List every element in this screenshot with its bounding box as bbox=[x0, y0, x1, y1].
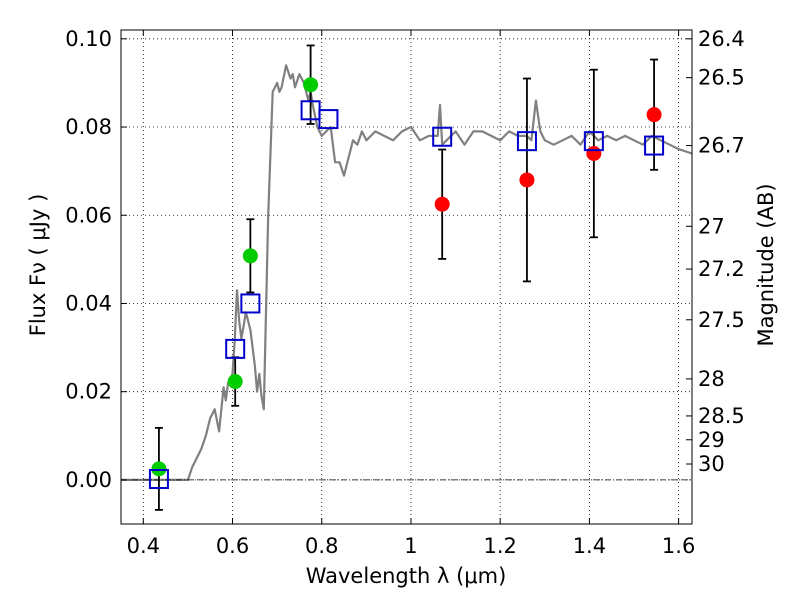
right-tick-label: 28 bbox=[698, 367, 725, 391]
right-tick-label: 29 bbox=[698, 428, 725, 452]
y-tick-label: 0.00 bbox=[65, 468, 112, 492]
model-flux-square bbox=[148, 469, 169, 490]
right-tick-label: 26.5 bbox=[698, 66, 745, 90]
observed-flux-point bbox=[151, 461, 167, 477]
y-tick-label: 0.04 bbox=[65, 291, 112, 315]
x-tick-label: 1.6 bbox=[662, 534, 695, 558]
model-flux-square bbox=[225, 338, 246, 359]
x-tick-label: 1 bbox=[404, 534, 417, 558]
x-axis-label: Wavelength λ (μm) bbox=[306, 564, 507, 588]
observed-flux-point bbox=[242, 248, 258, 264]
observed-flux-point bbox=[227, 374, 243, 390]
right-axis-label: Magnitude (AB) bbox=[754, 183, 778, 346]
observed-flux-point bbox=[646, 107, 662, 123]
right-tick-label: 28.5 bbox=[698, 404, 745, 428]
right-tick-label: 26.4 bbox=[698, 27, 745, 51]
x-tick-label: 1.2 bbox=[483, 534, 516, 558]
y-axis-label: Flux Fν ( μJy ) bbox=[26, 194, 50, 337]
observed-flux-point bbox=[303, 77, 319, 93]
model-flux-square bbox=[240, 293, 261, 314]
model-flux-square bbox=[644, 135, 665, 156]
plot-frame bbox=[120, 29, 693, 525]
right-tick-label: 27.2 bbox=[698, 257, 745, 281]
model-flux-square bbox=[432, 126, 453, 147]
observed-flux-point bbox=[586, 146, 602, 161]
x-tick-label: 0.6 bbox=[216, 534, 249, 558]
template-spectrum bbox=[121, 64, 693, 481]
y-tick-label: 0.06 bbox=[65, 203, 112, 227]
tick-labels: 0.4 0.6 0.8 1 1.2 1.4 1.6 0.00 0.02 0.04 0.06 0.08 0… bbox=[65, 27, 745, 558]
model-flux-square bbox=[516, 131, 537, 152]
x-tick-label: 0.4 bbox=[127, 534, 160, 558]
model-flux-square bbox=[583, 131, 604, 152]
right-tick-label: 30 bbox=[698, 452, 725, 476]
model-flux-square bbox=[318, 109, 339, 130]
x-tick-label: 0.8 bbox=[305, 534, 338, 558]
observed-flux-point bbox=[519, 172, 535, 188]
right-tick-label: 27 bbox=[698, 214, 725, 238]
right-tick-label: 27.5 bbox=[698, 308, 745, 332]
right-tick-label: 26.7 bbox=[698, 134, 745, 158]
y-tick-label: 0.10 bbox=[65, 27, 112, 51]
observed-flux-point bbox=[434, 196, 450, 212]
y-tick-label: 0.02 bbox=[65, 380, 112, 404]
y-tick-label: 0.08 bbox=[65, 115, 112, 139]
error-bars bbox=[154, 44, 659, 511]
x-tick-label: 1.4 bbox=[573, 534, 606, 558]
photometry-markers bbox=[148, 77, 665, 490]
grid bbox=[121, 30, 692, 524]
template-spectrum-line bbox=[121, 64, 693, 481]
axis-ticks bbox=[121, 30, 692, 524]
